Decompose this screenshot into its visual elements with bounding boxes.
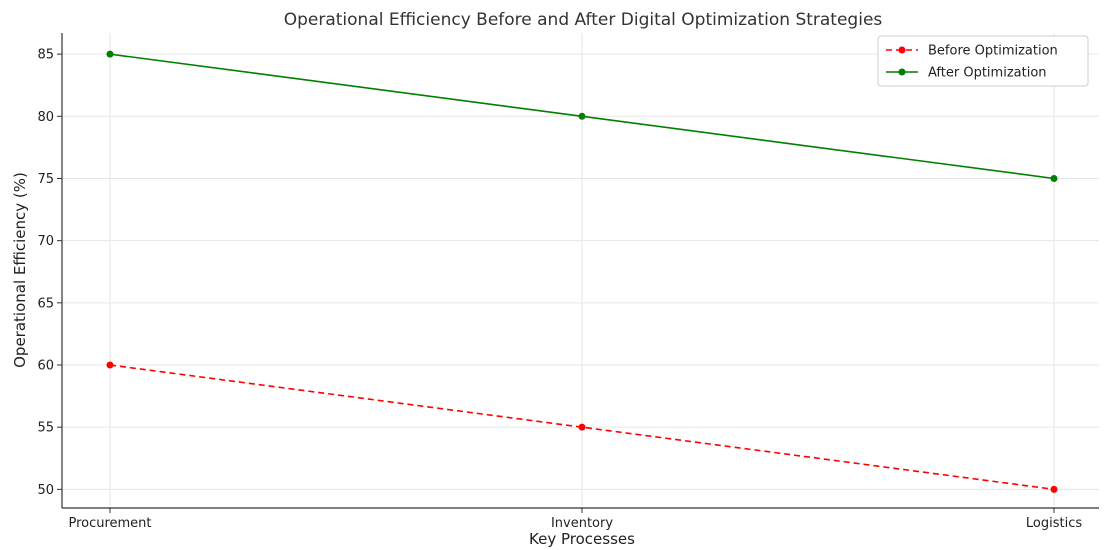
legend-marker	[898, 68, 906, 76]
data-point	[106, 50, 114, 58]
x-tick-label: Procurement	[68, 516, 151, 531]
y-tick-label: 55	[37, 421, 54, 436]
data-point	[106, 361, 114, 369]
legend-label: After Optimization	[928, 66, 1047, 81]
grid	[62, 33, 1099, 508]
legend-label: Before Optimization	[928, 44, 1058, 59]
data-point	[1050, 485, 1058, 493]
x-tick-label: Inventory	[551, 516, 613, 531]
y-tick-label: 80	[37, 110, 54, 125]
axes	[57, 33, 1099, 513]
y-tick-label: 60	[37, 359, 54, 374]
tick-labels: 50 55 60 65 70 75 80 85 Procurement Inventory Logi…	[37, 48, 1082, 531]
legend-box	[877, 35, 1089, 87]
y-tick-label: 50	[37, 483, 54, 498]
y-tick-label: 75	[37, 172, 54, 187]
data-point	[1050, 174, 1058, 182]
chart-title: Operational Efficiency Before and After …	[284, 10, 883, 30]
data-point	[578, 112, 586, 120]
data-point	[578, 423, 586, 431]
series-line	[109, 364, 1055, 491]
x-tick-label: Logistics	[1026, 516, 1082, 531]
y-tick-label: 85	[37, 48, 54, 63]
y-tick-label: 65	[37, 296, 54, 311]
legend-marker	[898, 46, 906, 54]
series-lines	[106, 50, 1058, 493]
x-axis-label: Key Processes	[529, 530, 635, 548]
y-tick-label: 70	[37, 234, 54, 249]
legend: Before Optimization After Optimization	[877, 35, 1089, 87]
y-axis-label: Operational Efficiency (%)	[11, 172, 29, 368]
